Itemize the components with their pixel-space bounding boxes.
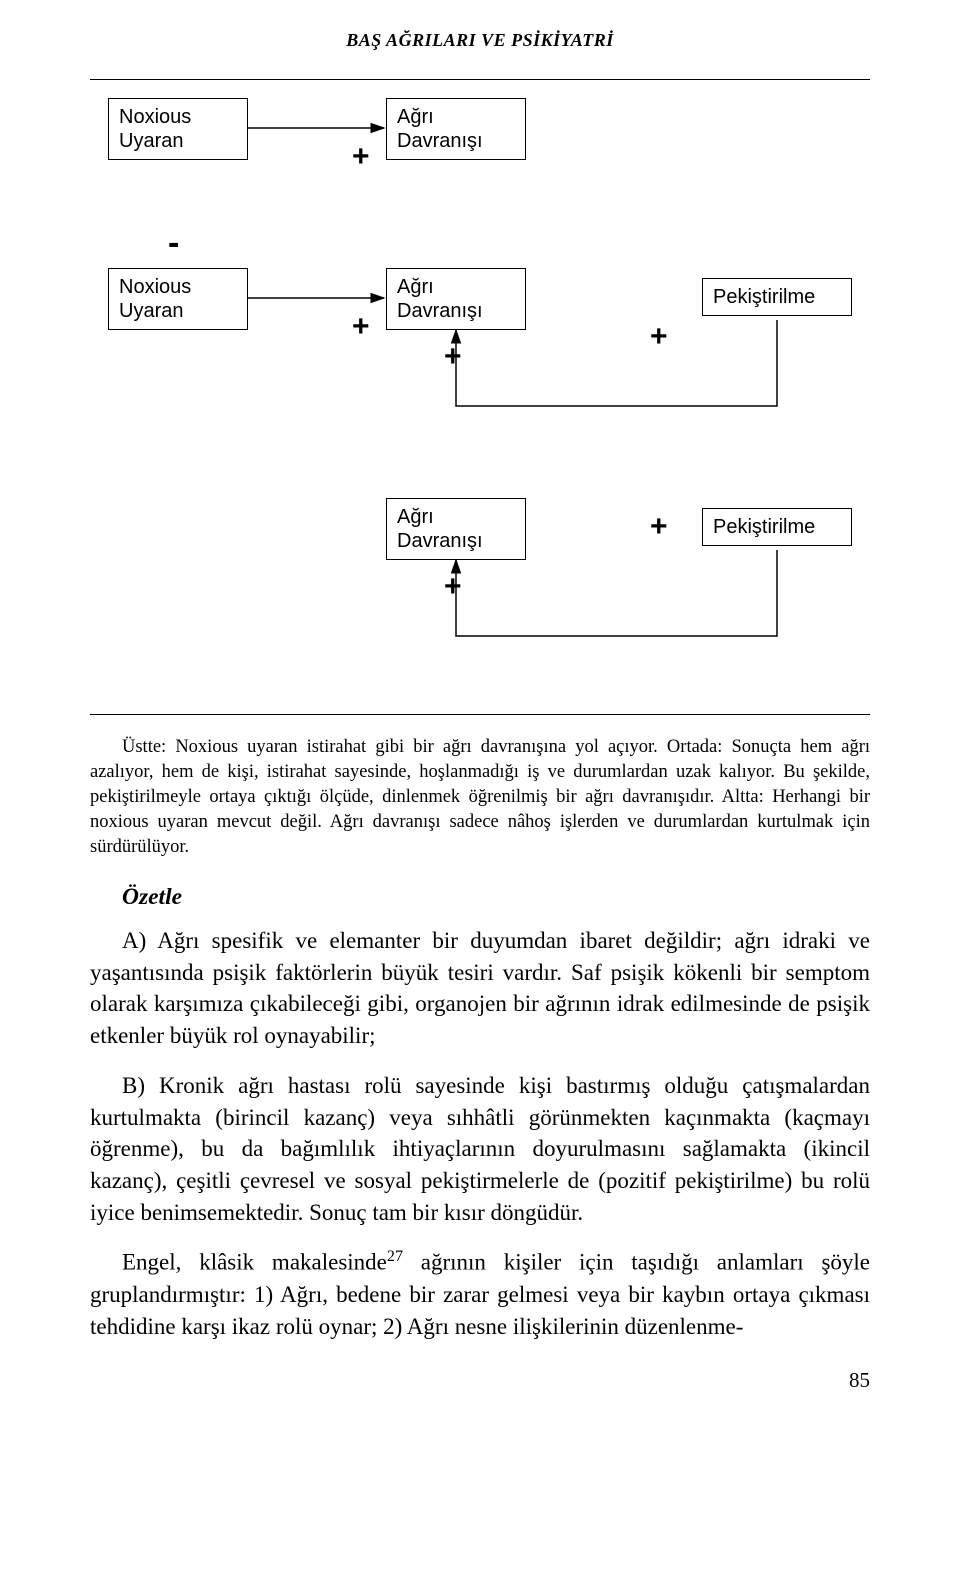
node-pekistirilme-1: Pekiştirilme <box>702 278 852 316</box>
node-noxious-uyaran-1: Noxious Uyaran <box>108 98 248 160</box>
node-label: Ağrı Davranışı <box>397 506 483 552</box>
paragraph-a: A) Ağrı spesifik ve elemanter bir duyumd… <box>90 925 870 1052</box>
text-run: Engel, klâsik makalesinde <box>122 1250 387 1275</box>
paragraph-c: Engel, klâsik makalesinde27 ağrının kişi… <box>90 1246 870 1342</box>
plus-sign: + <box>352 312 370 342</box>
flowchart: Noxious Uyaran Ağrı Davranışı + - Noxiou… <box>90 98 870 708</box>
connectors-svg <box>90 98 870 708</box>
plus-sign: + <box>650 322 668 352</box>
plus-sign: + <box>444 572 462 602</box>
paragraph-b: B) Kronik ağrı hastası rolü sayesinde ki… <box>90 1070 870 1229</box>
rule-bottom <box>90 714 870 715</box>
footnote-ref: 27 <box>387 1248 403 1265</box>
figure-caption: Üstte: Noxious uyaran istirahat gibi bir… <box>90 735 870 860</box>
page-number: 85 <box>90 1368 870 1393</box>
plus-sign: + <box>444 342 462 372</box>
figure: Noxious Uyaran Ağrı Davranışı + - Noxiou… <box>90 80 870 714</box>
section-title: Özetle <box>90 884 870 911</box>
node-pekistirilme-2: Pekiştirilme <box>702 508 852 546</box>
node-label: Ağrı Davranışı <box>397 276 483 322</box>
running-head: BAŞ AĞRILARI VE PSİKİYATRİ <box>90 30 870 51</box>
node-label: Noxious Uyaran <box>119 106 191 152</box>
plus-sign: + <box>650 512 668 542</box>
node-agri-davranisi-2: Ağrı Davranışı <box>386 268 526 330</box>
node-agri-davranisi-1: Ağrı Davranışı <box>386 98 526 160</box>
node-noxious-uyaran-2: Noxious Uyaran <box>108 268 248 330</box>
node-label: Pekiştirilme <box>713 286 815 308</box>
node-agri-davranisi-3: Ağrı Davranışı <box>386 498 526 560</box>
node-label: Noxious Uyaran <box>119 276 191 322</box>
node-label: Pekiştirilme <box>713 516 815 538</box>
minus-sign: - <box>168 226 179 260</box>
node-label: Ağrı Davranışı <box>397 106 483 152</box>
plus-sign: + <box>352 142 370 172</box>
